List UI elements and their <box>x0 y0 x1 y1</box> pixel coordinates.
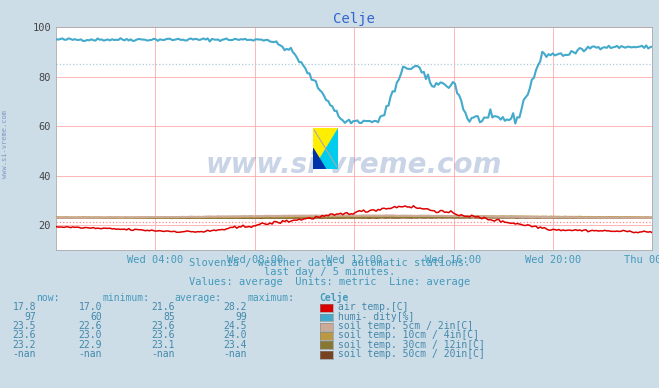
Text: Slovenia / weather data - automatic stations.: Slovenia / weather data - automatic stat… <box>189 258 470 268</box>
Text: 23.4: 23.4 <box>223 340 247 350</box>
Text: 22.9: 22.9 <box>78 340 102 350</box>
Polygon shape <box>313 149 326 169</box>
Text: 23.5: 23.5 <box>13 321 36 331</box>
Text: -nan: -nan <box>223 349 247 359</box>
Text: -nan: -nan <box>78 349 102 359</box>
Text: soil temp. 10cm / 4in[C]: soil temp. 10cm / 4in[C] <box>338 330 479 340</box>
Text: 99: 99 <box>235 312 247 322</box>
Title: Celje: Celje <box>333 12 375 26</box>
Text: 23.6: 23.6 <box>151 321 175 331</box>
Text: 23.6: 23.6 <box>13 330 36 340</box>
Text: minimum:: minimum: <box>102 293 149 303</box>
Text: -nan: -nan <box>151 349 175 359</box>
Text: www.si-vreme.com: www.si-vreme.com <box>2 109 9 178</box>
Text: maximum:: maximum: <box>247 293 294 303</box>
Text: Values: average  Units: metric  Line: average: Values: average Units: metric Line: aver… <box>189 277 470 287</box>
Text: Celje: Celje <box>320 292 349 303</box>
Polygon shape <box>313 128 338 169</box>
Text: soil temp. 5cm / 2in[C]: soil temp. 5cm / 2in[C] <box>338 321 473 331</box>
Text: 24.0: 24.0 <box>223 330 247 340</box>
Text: 17.8: 17.8 <box>13 302 36 312</box>
Text: 23.2: 23.2 <box>13 340 36 350</box>
Text: 21.6: 21.6 <box>151 302 175 312</box>
Text: 97: 97 <box>24 312 36 322</box>
Text: 23.6: 23.6 <box>151 330 175 340</box>
Text: now:: now: <box>36 293 60 303</box>
Text: air temp.[C]: air temp.[C] <box>338 302 409 312</box>
Text: 23.0: 23.0 <box>78 330 102 340</box>
Text: 17.0: 17.0 <box>78 302 102 312</box>
Text: www.si-vreme.com: www.si-vreme.com <box>206 151 502 180</box>
Text: -nan: -nan <box>13 349 36 359</box>
Text: last day / 5 minutes.: last day / 5 minutes. <box>264 267 395 277</box>
Text: 23.1: 23.1 <box>151 340 175 350</box>
Text: soil temp. 30cm / 12in[C]: soil temp. 30cm / 12in[C] <box>338 340 485 350</box>
Text: average:: average: <box>175 293 221 303</box>
Text: 24.5: 24.5 <box>223 321 247 331</box>
Text: 60: 60 <box>90 312 102 322</box>
Polygon shape <box>313 128 338 169</box>
Text: 85: 85 <box>163 312 175 322</box>
Text: 22.6: 22.6 <box>78 321 102 331</box>
Text: 28.2: 28.2 <box>223 302 247 312</box>
Text: soil temp. 50cm / 20in[C]: soil temp. 50cm / 20in[C] <box>338 349 485 359</box>
Text: humi- dity[%]: humi- dity[%] <box>338 312 415 322</box>
